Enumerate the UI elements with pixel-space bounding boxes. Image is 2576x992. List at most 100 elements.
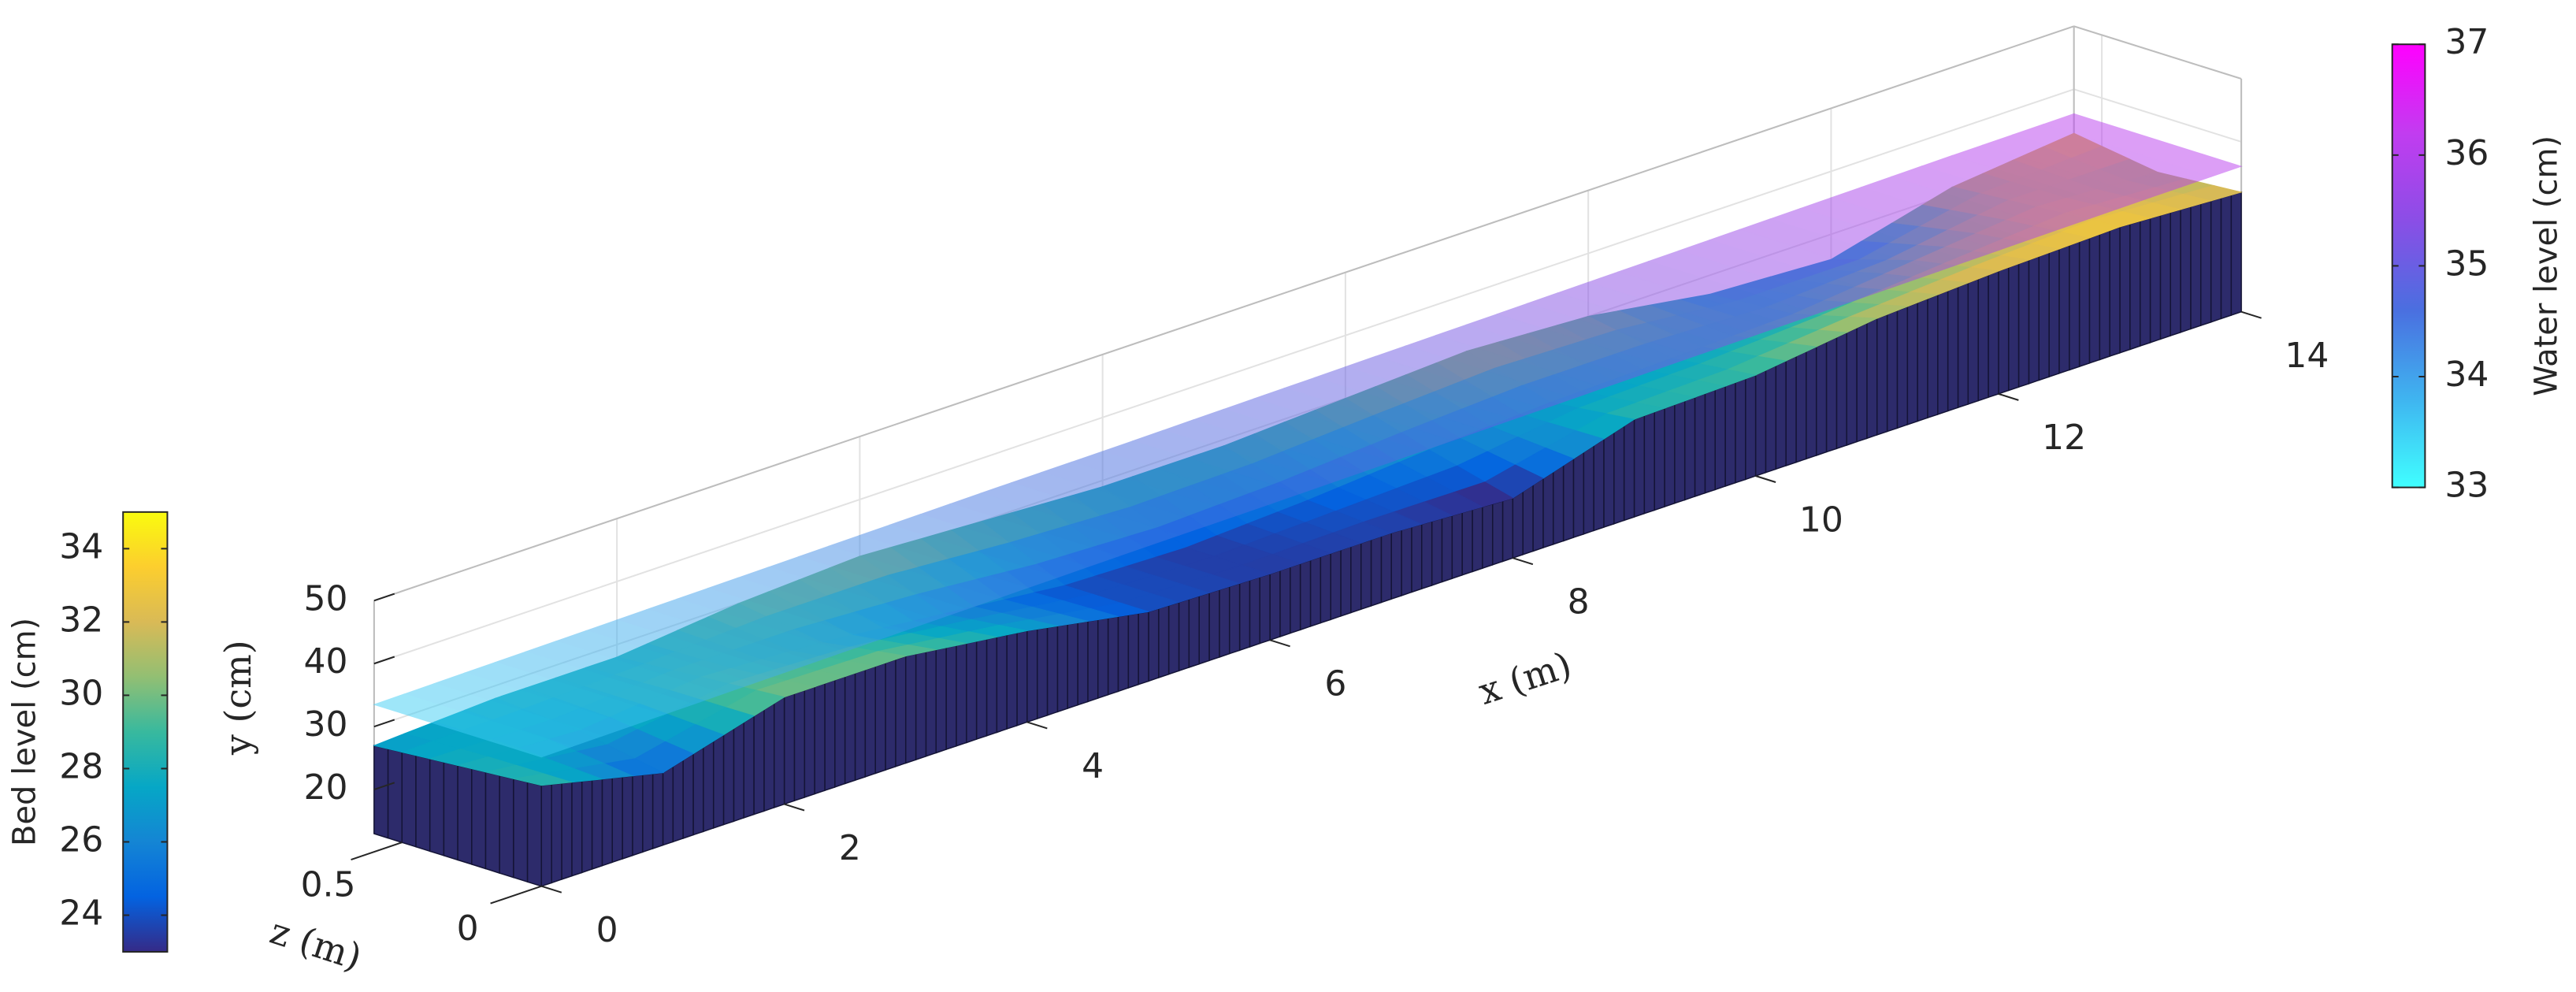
bed-front-face bbox=[1754, 369, 1767, 477]
bed-front-face bbox=[581, 779, 593, 874]
bed-front-face bbox=[773, 696, 785, 808]
bed-front-face bbox=[2119, 223, 2131, 354]
bed-front-face bbox=[1107, 615, 1119, 696]
bed-front-face bbox=[1441, 515, 1453, 583]
water-surface-group bbox=[373, 113, 2243, 758]
x-tick bbox=[1269, 639, 1290, 648]
bed-front-face bbox=[2088, 233, 2101, 364]
x-tick-label: 8 bbox=[1568, 581, 1590, 622]
bed-front-face bbox=[2058, 244, 2070, 374]
colorbar-tick-label: 37 bbox=[2444, 22, 2489, 62]
bed-front-face bbox=[1714, 385, 1726, 491]
bed-end-face bbox=[457, 764, 473, 865]
bed-front-face bbox=[1866, 317, 1878, 440]
bed-front-face bbox=[1087, 619, 1099, 703]
x-tick bbox=[541, 885, 562, 894]
bed-front-face bbox=[1491, 500, 1504, 566]
bed-front-face bbox=[2139, 217, 2151, 347]
bed-front-face bbox=[571, 780, 583, 877]
bed-front-face bbox=[1694, 392, 1706, 498]
bed-front-face bbox=[824, 678, 836, 792]
bed-front-face bbox=[1016, 630, 1028, 726]
bed-front-face bbox=[1431, 517, 1443, 586]
bed-front-face bbox=[1967, 277, 1979, 405]
bed-front-face bbox=[1735, 377, 1746, 484]
bed-front-face bbox=[2170, 208, 2181, 337]
bed-front-face bbox=[672, 759, 684, 843]
bed-front-face bbox=[1451, 511, 1463, 580]
bed-end-face bbox=[443, 761, 458, 861]
x-tick-label: 12 bbox=[2042, 418, 2086, 458]
y-tick-label: 30 bbox=[304, 704, 348, 745]
bed-front-face bbox=[1724, 381, 1736, 488]
x-tick-label: 0 bbox=[596, 910, 618, 950]
bed-front-face bbox=[1593, 437, 1605, 532]
bed-front-face bbox=[763, 702, 775, 812]
bed-front-face bbox=[1046, 625, 1059, 716]
bed-front-face bbox=[611, 776, 623, 864]
bed-front-face bbox=[1097, 617, 1109, 700]
bed-front-face bbox=[1167, 601, 1180, 675]
bed-front-face bbox=[1583, 444, 1594, 535]
bed-front-face bbox=[1290, 563, 1301, 634]
y-tick bbox=[373, 719, 395, 728]
bed-front-face bbox=[2210, 197, 2222, 323]
colorbar-tick-label: 34 bbox=[59, 526, 103, 567]
bed-front-face bbox=[1977, 273, 1989, 402]
bed-front-face bbox=[1259, 573, 1271, 645]
bed-front-face bbox=[1532, 477, 1544, 552]
bed-front-face bbox=[834, 675, 846, 788]
x-tick bbox=[1998, 392, 2019, 401]
bed-front-face bbox=[1886, 310, 1899, 433]
bed-front-face bbox=[2017, 258, 2030, 388]
bed-front-face bbox=[2099, 229, 2110, 361]
bed-front-face bbox=[1219, 585, 1230, 659]
bed-front-face bbox=[1654, 407, 1665, 511]
bed-front-face bbox=[844, 672, 856, 785]
bed-front-face bbox=[1249, 576, 1260, 648]
bed-front-face bbox=[1360, 538, 1372, 611]
bed-front-face bbox=[1643, 411, 1655, 515]
bed-front-face bbox=[1927, 293, 1939, 419]
bed-front-face bbox=[925, 648, 937, 757]
bed-front-face bbox=[1077, 620, 1089, 706]
bed-front-face bbox=[2048, 247, 2060, 378]
bed-front-face bbox=[591, 778, 603, 871]
bed-front-face bbox=[703, 740, 715, 833]
bed-end-face bbox=[387, 748, 403, 844]
bed-front-face bbox=[1542, 470, 1554, 549]
bed-front-face bbox=[1279, 566, 1291, 638]
water-surface bbox=[373, 693, 573, 758]
bed-front-face bbox=[601, 777, 613, 867]
bed-front-face bbox=[2199, 199, 2212, 327]
bed-front-face bbox=[1158, 604, 1170, 679]
bed-front-face bbox=[1806, 345, 1817, 460]
bed-front-face bbox=[1067, 622, 1078, 710]
bed-front-face bbox=[885, 658, 896, 771]
bed-front-face bbox=[956, 642, 967, 747]
bed-front-face bbox=[1208, 589, 1220, 662]
bed-front-face bbox=[2149, 214, 2162, 344]
bed-end-face bbox=[526, 781, 543, 887]
bed-front-face bbox=[1896, 305, 1909, 429]
bed-front-face bbox=[1815, 340, 1828, 457]
bed-front-face bbox=[783, 693, 796, 805]
colorbar-label: Water level (cm) bbox=[2529, 136, 2565, 396]
bed-front-face bbox=[2109, 225, 2121, 358]
colorbar-tick-label: 36 bbox=[2444, 133, 2489, 173]
bed-front-face bbox=[793, 689, 806, 802]
bed-front-face bbox=[1775, 359, 1787, 470]
bed-front-face bbox=[2180, 206, 2192, 333]
bed-surface bbox=[513, 773, 573, 786]
bed-front-face bbox=[2190, 202, 2202, 330]
bed-front-face bbox=[966, 640, 978, 744]
bed-front-face bbox=[1138, 611, 1149, 685]
colorbar-label: Bed level (cm) bbox=[6, 618, 43, 846]
bed-front-face bbox=[1674, 399, 1686, 504]
bed-front-face bbox=[1572, 451, 1585, 539]
bed-front-face bbox=[1026, 628, 1038, 723]
bed-end-face bbox=[429, 758, 445, 856]
bed-front-face bbox=[1664, 403, 1676, 508]
bed-front-face bbox=[1056, 623, 1068, 713]
